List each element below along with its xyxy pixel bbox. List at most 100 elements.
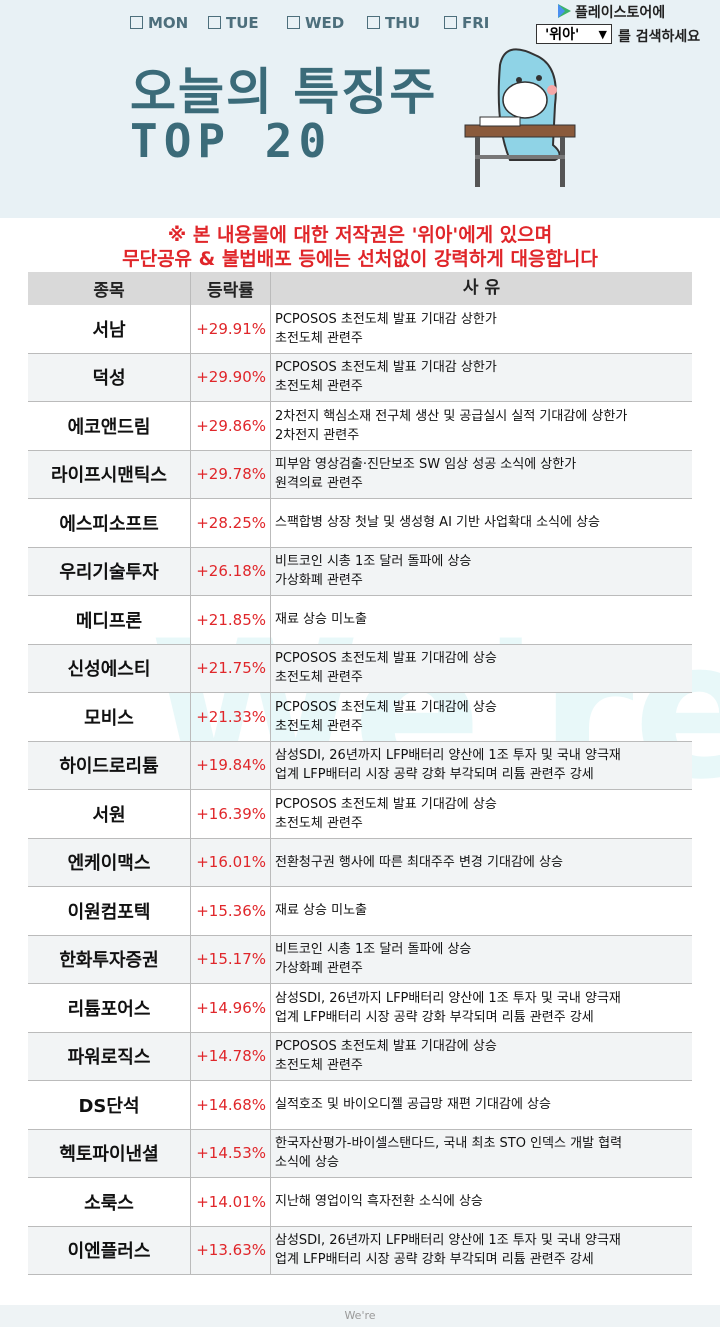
stock-name: 하이드로리튬	[28, 741, 191, 789]
reason-line: 초전도체 관련주	[275, 330, 363, 346]
reason: PCPOSOS 초전도체 발표 기대감 상한가 초전도체 관련주	[271, 354, 692, 402]
table-row: 리튬포어스 +14.96% 삼성SDI, 26년까지 LFP배터리 양산에 1조 투…	[28, 984, 692, 1033]
reason-line: 업계 LFP배터리 시장 공략 강화 부각되며 리튬 관련주 강세	[275, 1252, 594, 1268]
reason-line: 재료 상승 미노출	[275, 903, 367, 919]
mascot	[464, 48, 576, 187]
change-rate: +19.84%	[191, 741, 271, 789]
table-header: 종목 등락률 사 유	[28, 272, 692, 305]
table-row: 라이프시맨틱스 +29.78% 피부암 영상검출·진단보조 SW 임상 성공 소식에…	[28, 450, 692, 499]
stock-name: 파워로직스	[28, 1032, 191, 1080]
stock-name: 우리기술투자	[28, 547, 191, 595]
table-row: 이엔플러스 +13.63% 삼성SDI, 26년까지 LFP배터리 양산에 1조 투…	[28, 1226, 692, 1275]
reason-line: 실적호조 및 바이오디젤 공급망 재편 기대감에 상승	[275, 1097, 551, 1113]
reason-line: 2차전지 관련주	[275, 427, 360, 443]
change-rate: +14.53%	[191, 1129, 271, 1177]
table-row: DS단석 +14.68% 실적호조 및 바이오디젤 공급망 재편 기대감에 상승	[28, 1081, 692, 1130]
day-checkbox: MON	[130, 14, 188, 32]
change-rate: +16.01%	[191, 838, 271, 886]
notice-line: 무단공유 & 불법배포 등에는 선처없이 강력하게 대응합니다	[122, 248, 598, 270]
reason-line: 가상화폐 관련주	[275, 961, 363, 977]
stock-name: 메디프론	[28, 596, 191, 644]
reason-line: 업계 LFP배터리 시장 공략 강화 부각되며 리튬 관련주 강세	[275, 1009, 594, 1025]
reason-line: 초전도체 관련주	[275, 815, 363, 831]
stock-name: 덕성	[28, 353, 191, 401]
reason-line: PCPOSOS 초전도체 발표 기대감에 상승	[275, 1039, 497, 1055]
table-row: 엔케이맥스 +16.01% 전환청구권 행사에 따른 최대주주 변경 기대감에 상승	[28, 838, 692, 887]
day-checkbox: TUE	[208, 14, 259, 32]
reason-line: 2차전지 핵심소재 전구체 생산 및 공급실시 실적 기대감에 상한가	[275, 408, 628, 424]
table-row: 하이드로리튬 +19.84% 삼성SDI, 26년까지 LFP배터리 양산에 1조 …	[28, 741, 692, 790]
table-row: 메디프론 +21.85% 재료 상승 미노출	[28, 596, 692, 645]
change-rate: +15.17%	[191, 935, 271, 983]
change-rate: +29.78%	[191, 450, 271, 498]
stock-name: 헥토파이낸셜	[28, 1129, 191, 1177]
reason-line: PCPOSOS 초전도체 발표 기대감에 상승	[275, 651, 497, 667]
table-row: 소룩스 +14.01% 지난해 영업이익 흑자전환 소식에 상승	[28, 1178, 692, 1227]
stock-name: 이엔플러스	[28, 1226, 191, 1274]
table-row: 신성에스티 +21.75% PCPOSOS 초전도체 발표 기대감에 상승 초전도체 …	[28, 644, 692, 693]
header: MON TUE WED THU FRI 플레이스토어에 '위아' ▼ 를 검색하세…	[0, 0, 720, 218]
search-box: '위아' ▼	[536, 24, 612, 44]
reason-line: 삼성SDI, 26년까지 LFP배터리 양산에 1조 투자 및 국내 양극재	[275, 1233, 621, 1249]
change-rate: +29.91%	[191, 305, 271, 353]
reason-line: 지난해 영업이익 흑자전환 소식에 상승	[275, 1194, 483, 1210]
change-rate: +29.90%	[191, 353, 271, 401]
column-header: 사 유	[462, 278, 501, 298]
stock-name: 리튬포어스	[28, 984, 191, 1032]
reason-line: 원격의료 관련주	[275, 476, 363, 492]
day-checkbox: FRI	[444, 14, 489, 32]
subtitle: TOP 20	[130, 114, 333, 168]
stock-name: 에스피소프트	[28, 499, 191, 547]
reason: 2차전지 핵심소재 전구체 생산 및 공급실시 실적 기대감에 상한가 2차전지 …	[271, 402, 692, 450]
reason-line: PCPOSOS 초전도체 발표 기대감에 상승	[275, 796, 497, 812]
stock-name: 신성에스티	[28, 644, 191, 692]
stock-name: 라이프시맨틱스	[28, 450, 191, 498]
reason-line: 가상화폐 관련주	[275, 573, 363, 589]
reason-line: 전환청구권 행사에 따른 최대주주 변경 기대감에 상승	[275, 854, 563, 870]
reason: 지난해 영업이익 흑자전환 소식에 상승	[271, 1178, 692, 1226]
change-rate: +14.78%	[191, 1032, 271, 1080]
reason: 실적호조 및 바이오디젤 공급망 재편 기대감에 상승	[271, 1081, 692, 1129]
reason-line: 삼성SDI, 26년까지 LFP배터리 양산에 1조 투자 및 국내 양극재	[275, 990, 621, 1006]
reason-line: PCPOSOS 초전도체 발표 기대감 상한가	[275, 311, 497, 327]
change-rate: +26.18%	[191, 547, 271, 595]
column-header: 종목	[28, 272, 191, 305]
stock-name: 소룩스	[28, 1178, 191, 1226]
notice-line: ※ 본 내용물에 대한 저작권은 '위아'에게 있으며	[167, 224, 553, 246]
table-row: 에스피소프트 +28.25% 스팩합병 상장 첫날 및 생성형 AI 기반 사업확대…	[28, 499, 692, 548]
reason: 비트코인 시총 1조 달러 돌파에 상승 가상화폐 관련주	[271, 936, 692, 984]
reason-line: PCPOSOS 초전도체 발표 기대감에 상승	[275, 699, 497, 715]
change-rate: +28.25%	[191, 499, 271, 547]
change-rate: +21.85%	[191, 596, 271, 644]
reason-line: 초전도체 관련주	[275, 379, 363, 395]
table-row: 한화투자증권 +15.17% 비트코인 시총 1조 달러 돌파에 상승 가상화폐 관련…	[28, 935, 692, 984]
reason-line: 초전도체 관련주	[275, 670, 363, 686]
reason-line: 업계 LFP배터리 시장 공략 강화 부각되며 리튬 관련주 강세	[275, 767, 594, 783]
reason-line: 소식에 상승	[275, 1155, 339, 1171]
stock-name: 모비스	[28, 693, 191, 741]
reason: 한국자산평가-바이셀스탠다드, 국내 최초 STO 인덱스 개발 협력 소식에 상…	[271, 1130, 692, 1178]
reason-line: 비트코인 시총 1조 달러 돌파에 상승	[275, 554, 472, 570]
stock-name: 서원	[28, 790, 191, 838]
reason-line: 초전도체 관련주	[275, 1058, 363, 1074]
stock-name: 서남	[28, 305, 191, 353]
reason-line: 피부암 영상검출·진단보조 SW 임상 성공 소식에 상한가	[275, 457, 577, 473]
stock-name: 엔케이맥스	[28, 838, 191, 886]
stock-name: DS단석	[28, 1081, 191, 1129]
stock-name: 한화투자증권	[28, 935, 191, 983]
reason-line: 삼성SDI, 26년까지 LFP배터리 양산에 1조 투자 및 국내 양극재	[275, 748, 621, 764]
stock-name: 이원컴포텍	[28, 887, 191, 935]
change-rate: +16.39%	[191, 790, 271, 838]
play-icon	[558, 4, 571, 18]
change-rate: +15.36%	[191, 887, 271, 935]
reason-line: 스팩합병 상장 첫날 및 생성형 AI 기반 사업확대 소식에 상승	[275, 515, 600, 531]
